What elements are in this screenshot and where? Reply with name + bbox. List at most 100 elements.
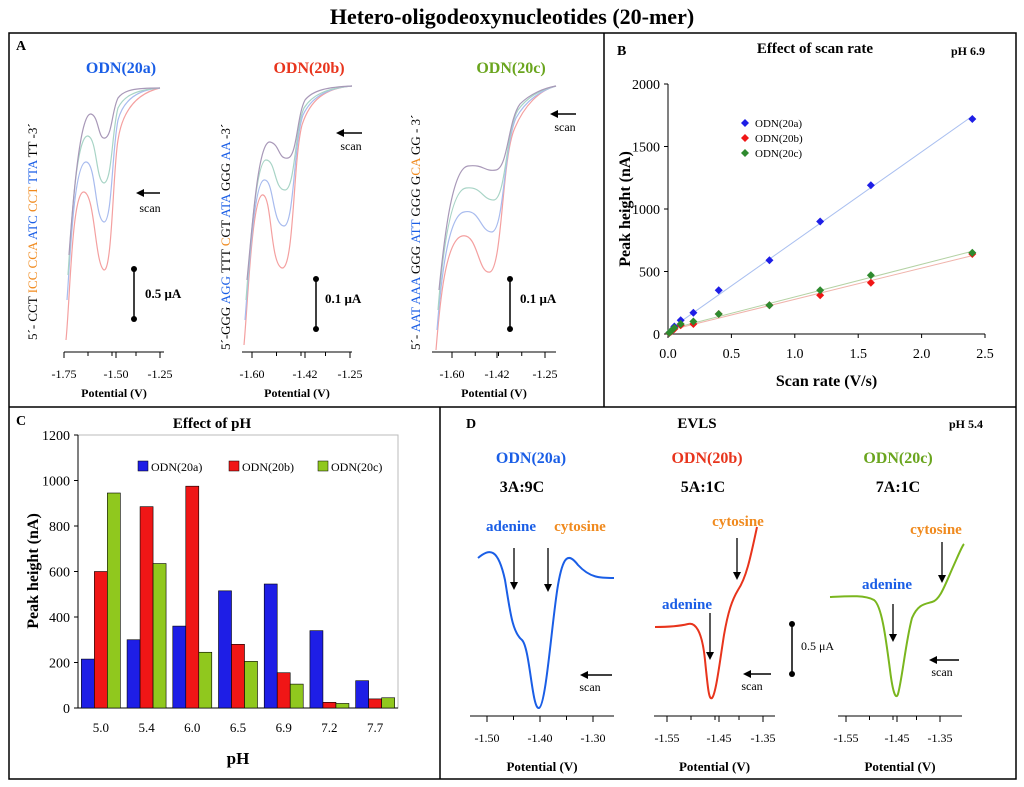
panel-d-subplot-2: ODN(20b) 5A:1C adenine cytosine scan -1.55 -1.… xyxy=(654,450,776,774)
data-point-series-3 xyxy=(866,271,875,280)
data-point-series-1 xyxy=(765,256,774,265)
sequence-segment: 5´-GGG xyxy=(218,304,233,350)
cytosine-label: cytosine xyxy=(910,522,962,538)
x-axis-label: Potential (V) xyxy=(506,759,577,774)
sequence-segment: CA xyxy=(408,155,423,176)
x-tick-label: -1.55 xyxy=(655,731,680,745)
sequence-segment: GGG xyxy=(218,160,233,191)
scan-arrow-head xyxy=(929,656,937,664)
y-tick-label: 800 xyxy=(49,520,70,535)
x-tick-label: 2.5 xyxy=(976,347,994,362)
data-point-series-3 xyxy=(689,317,698,326)
panel-a-subplot-3: ODN(20c) 5´- AAT AAA GGG ATT GGG GCA GG -… xyxy=(408,60,576,400)
sequence-label: 5´- AAT AAA GGG ATT GGG GCA GG - 3´ xyxy=(408,115,423,350)
x-axis-label: Potential (V) xyxy=(81,386,147,400)
legend-label: ODN(20c) xyxy=(755,148,802,160)
legend-marker xyxy=(741,134,749,142)
panel-a-voltammograms: ODN(20a) 5´- CCT ICC CCA ATC CCT TTA TT -… xyxy=(25,60,576,400)
panel-d-condition: pH 5.4 xyxy=(949,417,983,431)
panel-b: B Effect of scan rate pH 6.9 0 500 1000 150… xyxy=(617,41,994,390)
cytosine-arrow-head xyxy=(733,572,741,580)
cytosine-arrow-head xyxy=(938,575,946,583)
adenine-arrow-head xyxy=(510,582,518,590)
panel-a-subplot-title: ODN(20a) xyxy=(86,60,156,77)
adenine-arrow-head xyxy=(706,652,714,660)
y-tick-label: 0 xyxy=(63,702,70,717)
panel-a-subplot-title: ODN(20c) xyxy=(476,60,545,77)
ph-chart: 0 200 400 600 800 1000 1200 5.0 5.4 6.0 6.5 6.9 7.2 7… xyxy=(25,429,399,768)
sequence-segment: TTT xyxy=(218,246,233,273)
x-tick-label: 6.9 xyxy=(276,720,292,735)
x-tick-label: 5.4 xyxy=(138,720,155,735)
bar-series-2 xyxy=(322,702,337,709)
base-ratio-label: 3A:9C xyxy=(500,479,544,496)
scan-arrow-head xyxy=(136,189,144,197)
voltammogram-curve-4 xyxy=(438,85,557,291)
bar-series-2 xyxy=(139,506,154,709)
adenine-label: adenine xyxy=(862,577,912,593)
data-point-series-1 xyxy=(689,308,698,317)
x-tick-label: 2.0 xyxy=(913,347,931,362)
voltammogram-curve-3 xyxy=(437,85,557,311)
bar-series-2 xyxy=(185,485,200,709)
cytosine-label: cytosine xyxy=(554,519,606,535)
y-tick-label: 1000 xyxy=(632,203,660,218)
y-axis-label: Peak height (nA) xyxy=(617,151,634,267)
panel-d: D EVLS pH 5.4 ODN(20a) 3A:9C adenine cytosi… xyxy=(466,416,983,774)
sequence-segment: ATA xyxy=(218,191,233,218)
voltammogram-curve-2 xyxy=(244,85,353,321)
legend-label: ODN(20c) xyxy=(331,460,382,474)
data-point-series-3 xyxy=(714,310,723,318)
x-tick-label: 7.2 xyxy=(321,720,337,735)
y-axis-label: Peak height (nA) xyxy=(25,513,42,629)
sequence-segment: AGG xyxy=(218,273,233,304)
y-tick-label: 1500 xyxy=(632,141,660,156)
y-tick-label: 500 xyxy=(639,266,660,281)
legend-label: ODN(20b) xyxy=(755,133,803,145)
voltammogram-curve-2 xyxy=(436,85,557,331)
bar-series-1 xyxy=(355,680,369,709)
x-tick-label: -1.42 xyxy=(485,367,510,381)
bar-series-1 xyxy=(263,583,278,709)
sequence-segment: 5´- xyxy=(408,332,423,350)
ph-chart-title: Effect of pH xyxy=(173,416,252,432)
scale-bar-end xyxy=(131,316,137,322)
scan-label: scan xyxy=(554,120,575,134)
legend-label: ODN(20a) xyxy=(755,118,802,130)
x-tick-label: -1.60 xyxy=(240,367,265,381)
scale-bar-end xyxy=(131,266,137,272)
sequence-segment: -3´ xyxy=(218,124,233,139)
sequence-segment: 5´- CCT xyxy=(25,293,40,340)
x-tick-label: -1.40 xyxy=(528,731,553,745)
panel-a-letter: A xyxy=(16,39,27,54)
voltammogram-curve-1 xyxy=(65,87,161,341)
voltammogram-curve-4 xyxy=(68,87,161,256)
x-tick-label: 6.0 xyxy=(184,720,200,735)
bar-series-3 xyxy=(107,492,121,709)
sequence-segment: GG - 3´ xyxy=(408,115,423,155)
legend-swatch xyxy=(228,460,240,472)
x-tick-label: -1.75 xyxy=(52,367,77,381)
x-tick-label: 7.7 xyxy=(367,720,384,735)
panel-b-letter: B xyxy=(617,44,626,59)
y-tick-label: 1200 xyxy=(42,429,70,444)
scan-label: scan xyxy=(340,139,361,153)
sequence-segment: AAT AAA xyxy=(408,274,423,332)
x-axis-label: Potential (V) xyxy=(864,759,935,774)
scale-bar-end xyxy=(507,326,513,332)
x-tick-label: -1.35 xyxy=(928,731,953,745)
x-tick-label: -1.60 xyxy=(440,367,465,381)
voltammogram-curve-4 xyxy=(246,85,353,281)
x-axis-label: Scan rate (V/s) xyxy=(776,373,877,390)
data-point-series-3 xyxy=(765,301,774,310)
data-point-series-2 xyxy=(866,278,875,287)
panel-d-subplot-3: ODN(20c) 7A:1C adenine cytosine scan -1.55 -1.… xyxy=(829,450,965,774)
sequence-segment: CCT xyxy=(25,184,40,212)
x-tick-label: -1.42 xyxy=(293,367,318,381)
voltammogram-curve-3 xyxy=(245,85,353,301)
bar-series-1 xyxy=(218,590,232,709)
data-point-series-1 xyxy=(714,286,723,295)
x-tick-label: -1.30 xyxy=(581,731,606,745)
scan-arrow-head xyxy=(580,671,588,679)
legend-swatch xyxy=(317,460,329,472)
